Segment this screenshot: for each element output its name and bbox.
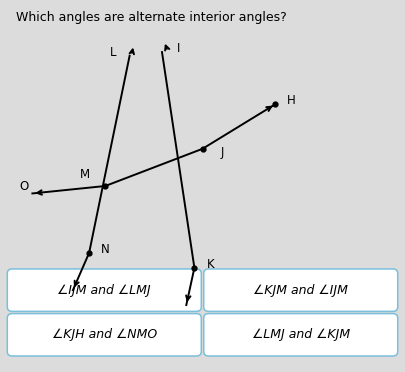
Text: J: J [221, 146, 224, 159]
Text: ∠KJM and ∠IJM: ∠KJM and ∠IJM [253, 284, 348, 296]
Text: ∠LMJ and ∠KJM: ∠LMJ and ∠KJM [252, 328, 350, 341]
Text: ∠IJM and ∠LMJ: ∠IJM and ∠LMJ [58, 284, 151, 296]
FancyBboxPatch shape [7, 269, 201, 311]
Text: H: H [287, 94, 296, 107]
Text: O: O [20, 180, 29, 192]
Text: K: K [207, 258, 214, 270]
FancyBboxPatch shape [204, 314, 398, 356]
Text: ∠KJH and ∠NMO: ∠KJH and ∠NMO [52, 328, 157, 341]
Text: I: I [177, 42, 180, 55]
Text: M: M [80, 169, 90, 181]
Text: Which angles are alternate interior angles?: Which angles are alternate interior angl… [16, 11, 287, 24]
FancyBboxPatch shape [7, 314, 201, 356]
Text: N: N [101, 243, 110, 256]
FancyBboxPatch shape [204, 269, 398, 311]
Text: L: L [110, 46, 117, 58]
